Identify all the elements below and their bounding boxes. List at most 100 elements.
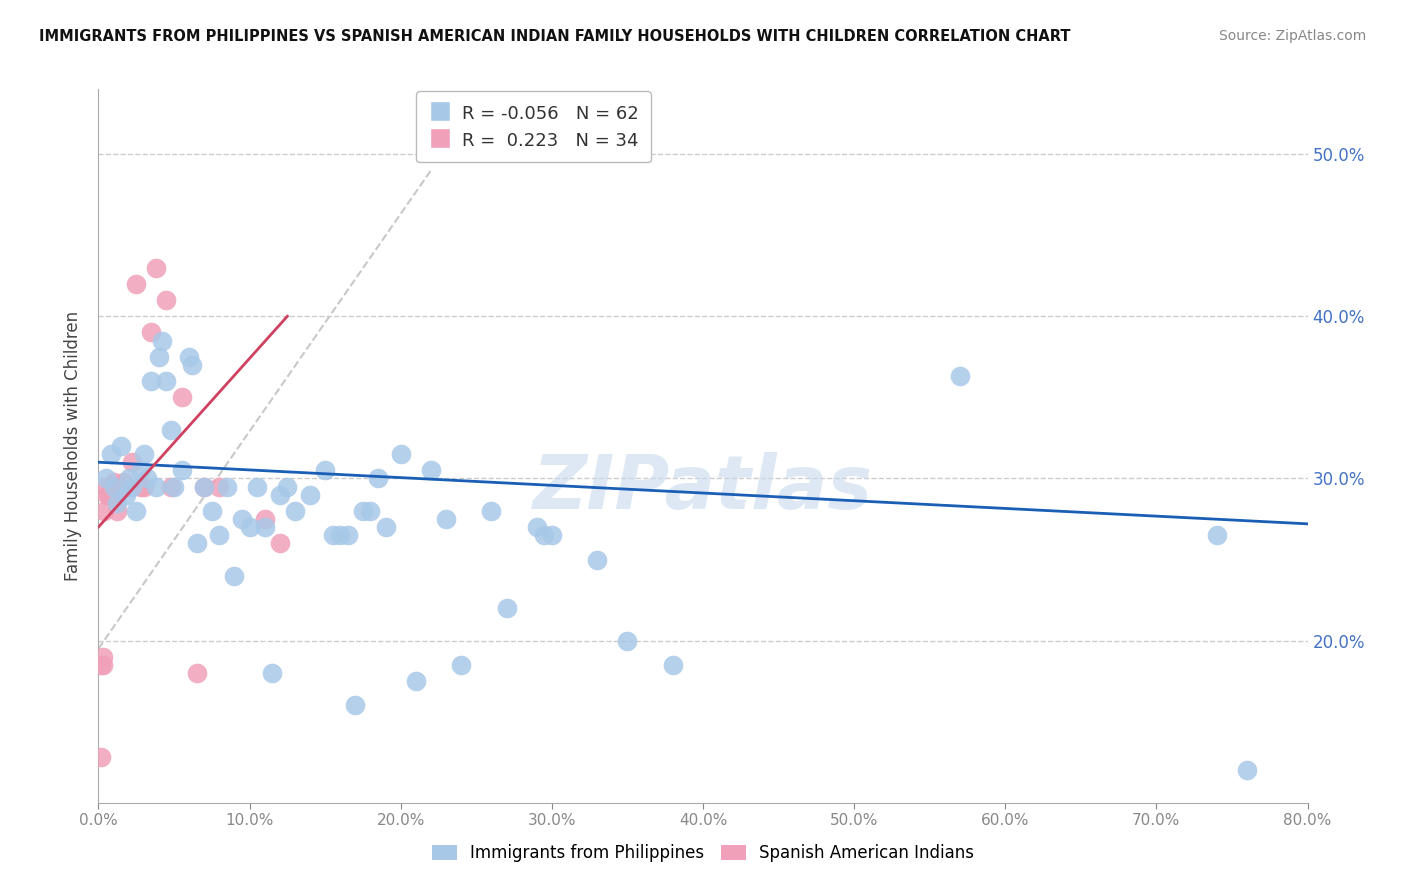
Point bbox=[105, 504, 128, 518]
Point bbox=[322, 528, 344, 542]
Point bbox=[181, 358, 204, 372]
Point bbox=[170, 463, 193, 477]
Point bbox=[186, 536, 208, 550]
Point bbox=[118, 471, 141, 485]
Point bbox=[389, 447, 412, 461]
Point bbox=[141, 326, 163, 340]
Point bbox=[125, 504, 148, 518]
Point bbox=[90, 657, 112, 672]
Point bbox=[586, 552, 609, 566]
Point bbox=[91, 649, 114, 664]
Text: Source: ZipAtlas.com: Source: ZipAtlas.com bbox=[1219, 29, 1367, 43]
Point bbox=[374, 520, 396, 534]
Point bbox=[616, 633, 638, 648]
Point bbox=[132, 479, 155, 493]
Point bbox=[110, 439, 132, 453]
Point bbox=[314, 463, 336, 477]
Point bbox=[100, 447, 122, 461]
Point bbox=[186, 666, 208, 681]
Point bbox=[114, 488, 136, 502]
Point bbox=[201, 504, 224, 518]
Point bbox=[107, 479, 129, 493]
Point bbox=[125, 277, 148, 291]
Point bbox=[105, 496, 128, 510]
Point bbox=[540, 528, 562, 542]
Point bbox=[231, 512, 253, 526]
Point bbox=[224, 568, 246, 582]
Point bbox=[661, 657, 683, 672]
Point bbox=[253, 520, 276, 534]
Point bbox=[160, 479, 183, 493]
Point bbox=[112, 475, 135, 489]
Text: IMMIGRANTS FROM PHILIPPINES VS SPANISH AMERICAN INDIAN FAMILY HOUSEHOLDS WITH CH: IMMIGRANTS FROM PHILIPPINES VS SPANISH A… bbox=[39, 29, 1071, 44]
Point bbox=[481, 504, 503, 518]
Point bbox=[132, 447, 155, 461]
Point bbox=[329, 528, 352, 542]
Point bbox=[118, 479, 141, 493]
Point bbox=[110, 479, 132, 493]
Point bbox=[193, 479, 215, 493]
Point bbox=[526, 520, 548, 534]
Point bbox=[135, 471, 157, 485]
Point bbox=[141, 374, 163, 388]
Point bbox=[163, 479, 186, 493]
Point bbox=[262, 666, 284, 681]
Point bbox=[90, 750, 112, 764]
Point bbox=[208, 528, 231, 542]
Point bbox=[533, 528, 555, 542]
Point bbox=[150, 334, 173, 348]
Point bbox=[121, 455, 143, 469]
Point bbox=[193, 479, 215, 493]
Point bbox=[93, 504, 115, 518]
Point bbox=[145, 260, 167, 275]
Point bbox=[103, 479, 125, 493]
Point bbox=[91, 657, 114, 672]
Point bbox=[299, 488, 322, 502]
Text: ZIPatlas: ZIPatlas bbox=[533, 452, 873, 525]
Point bbox=[129, 463, 152, 477]
Point bbox=[434, 512, 457, 526]
Point bbox=[253, 512, 276, 526]
Point bbox=[284, 504, 307, 518]
Point bbox=[160, 423, 183, 437]
Legend: Immigrants from Philippines, Spanish American Indians: Immigrants from Philippines, Spanish Ame… bbox=[423, 836, 983, 871]
Point bbox=[103, 479, 125, 493]
Point bbox=[98, 488, 121, 502]
Point bbox=[94, 479, 117, 493]
Point bbox=[450, 657, 472, 672]
Point bbox=[148, 350, 170, 364]
Y-axis label: Family Households with Children: Family Households with Children bbox=[63, 311, 82, 581]
Point bbox=[360, 504, 382, 518]
Point bbox=[121, 479, 143, 493]
Point bbox=[155, 374, 177, 388]
Point bbox=[276, 479, 298, 493]
Point bbox=[104, 479, 127, 493]
Point bbox=[495, 601, 517, 615]
Point bbox=[170, 390, 193, 404]
Point bbox=[145, 479, 167, 493]
Point bbox=[103, 475, 125, 489]
Point bbox=[155, 293, 177, 307]
Point bbox=[179, 350, 201, 364]
Point bbox=[114, 479, 136, 493]
Point bbox=[215, 479, 238, 493]
Point bbox=[405, 674, 427, 689]
Point bbox=[98, 488, 121, 502]
Point bbox=[100, 488, 122, 502]
Point bbox=[94, 471, 117, 485]
Point bbox=[352, 504, 374, 518]
Point bbox=[1206, 528, 1229, 542]
Point bbox=[1236, 764, 1258, 778]
Point bbox=[367, 471, 389, 485]
Point bbox=[344, 698, 367, 713]
Point bbox=[336, 528, 359, 542]
Point bbox=[208, 479, 231, 493]
Legend: R = -0.056   N = 62, R =  0.223   N = 34: R = -0.056 N = 62, R = 0.223 N = 34 bbox=[416, 91, 651, 162]
Point bbox=[269, 536, 291, 550]
Point bbox=[129, 479, 152, 493]
Point bbox=[420, 463, 443, 477]
Point bbox=[949, 369, 972, 384]
Point bbox=[239, 520, 262, 534]
Point bbox=[101, 479, 124, 493]
Point bbox=[246, 479, 269, 493]
